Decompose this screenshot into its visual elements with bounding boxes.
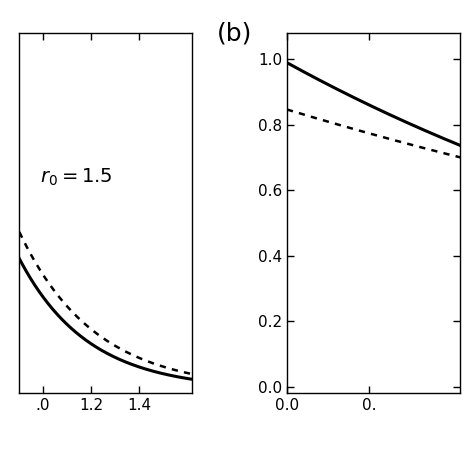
Text: $r_0 = 1.5$: $r_0 = 1.5$: [40, 167, 112, 188]
Text: (b): (b): [217, 21, 252, 46]
